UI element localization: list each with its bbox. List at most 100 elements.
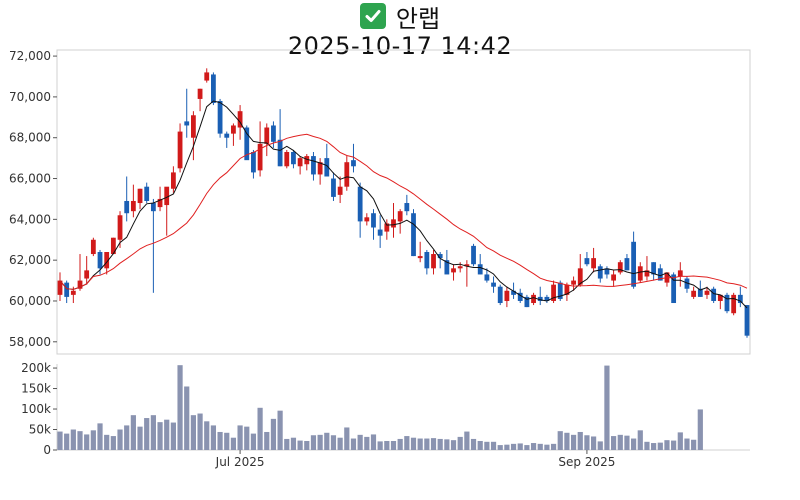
candle-body — [724, 294, 730, 312]
volume-bar — [250, 433, 257, 450]
candle-body — [631, 241, 637, 287]
volume-bar — [124, 425, 130, 450]
candle-body — [451, 268, 456, 273]
volume-bar — [324, 432, 330, 450]
candle-body — [704, 290, 710, 295]
volume-bar — [110, 436, 116, 450]
volume-bar — [277, 410, 283, 450]
volume-bar — [484, 441, 490, 450]
volume-bar — [390, 440, 397, 450]
candle-body — [110, 237, 116, 255]
candle-body — [417, 256, 423, 259]
volume-bar — [310, 435, 317, 450]
candle-body — [357, 186, 363, 222]
candle-body — [224, 133, 230, 138]
volume-bar — [370, 434, 377, 450]
candle-body — [731, 294, 737, 314]
candle-body — [651, 262, 657, 275]
candle-body — [604, 268, 610, 275]
candle-body — [257, 143, 263, 171]
candle-body — [597, 266, 603, 279]
volume-bar — [617, 434, 623, 450]
volume-bar — [384, 440, 390, 450]
volume-bar — [297, 440, 303, 450]
candle-body — [471, 245, 476, 265]
price-tick-label: 60,000 — [9, 294, 51, 308]
volume-bar — [104, 434, 110, 450]
volume-bar — [164, 419, 170, 450]
candle-body — [284, 152, 290, 167]
volume-bar — [144, 418, 150, 450]
volume-bar — [330, 435, 337, 450]
candle-body — [504, 290, 510, 301]
volume-bar — [57, 431, 63, 450]
volume-bar — [524, 445, 530, 450]
candle-body — [184, 121, 190, 126]
volume-bar — [544, 444, 550, 450]
candle-body — [64, 282, 70, 297]
volume-bar — [97, 423, 103, 450]
volume-bar — [604, 365, 610, 450]
candle-body — [564, 284, 570, 295]
candle-body — [624, 258, 630, 271]
chart-title: 안랩 — [395, 4, 441, 33]
candle-body — [404, 203, 410, 212]
candle-body — [351, 160, 356, 167]
volume-bar — [244, 426, 250, 450]
candle-body — [437, 254, 443, 259]
candle-body — [691, 290, 697, 297]
volume-bar — [550, 443, 557, 450]
volume-bar — [424, 438, 430, 450]
volume-bar — [637, 430, 643, 450]
volume-bar — [677, 432, 683, 450]
candle-body — [517, 292, 523, 301]
candle-body — [617, 262, 623, 273]
volume-bar — [537, 443, 543, 450]
volume-bar — [64, 433, 70, 450]
chart-title-row: 안랩 — [0, 0, 800, 33]
volume-bars — [57, 365, 703, 450]
candle-body — [684, 278, 690, 289]
candle-body — [657, 268, 663, 281]
candle-body — [170, 172, 176, 189]
price-tick-label: 62,000 — [9, 253, 51, 267]
volume-bar — [77, 431, 83, 450]
volume-bar — [364, 436, 370, 450]
candle-body — [464, 264, 470, 267]
volume-bar — [597, 441, 603, 450]
check-mark-icon — [359, 3, 386, 29]
candle-body — [77, 280, 83, 289]
volume-bar — [337, 437, 343, 450]
candle-body — [444, 260, 450, 275]
volume-bar — [350, 438, 357, 450]
price-tick-label: 58,000 — [9, 335, 51, 349]
price-panel-frame — [56, 49, 751, 355]
price-axis-ticks: 58,000 60,000 62,000 64,000 66,000 68,000 70,0… — [9, 49, 57, 349]
volume-tick-label: 0 — [43, 443, 51, 457]
candle-body — [217, 100, 223, 134]
volume-bar — [284, 438, 290, 450]
candle-body — [577, 268, 583, 285]
volume-bar — [691, 439, 697, 450]
volume-bar — [664, 440, 670, 450]
volume-bar — [490, 441, 497, 450]
volume-bar — [70, 429, 76, 450]
volume-bar — [377, 441, 383, 450]
volume-bar — [450, 440, 457, 450]
candle-body — [291, 152, 296, 165]
candle-body — [551, 284, 556, 301]
volume-bar — [237, 425, 243, 450]
volume-bar — [497, 445, 503, 450]
volume-bar — [504, 444, 510, 450]
candle-body — [477, 264, 483, 275]
candle-body — [144, 186, 150, 201]
volume-bar — [657, 442, 663, 450]
volume-bar — [290, 437, 297, 450]
volume-bar — [150, 415, 156, 450]
volume-bar — [197, 413, 203, 450]
volume-bar — [590, 436, 597, 450]
candle-body — [531, 294, 536, 304]
volume-bar — [84, 434, 90, 450]
candle-body — [177, 131, 183, 169]
